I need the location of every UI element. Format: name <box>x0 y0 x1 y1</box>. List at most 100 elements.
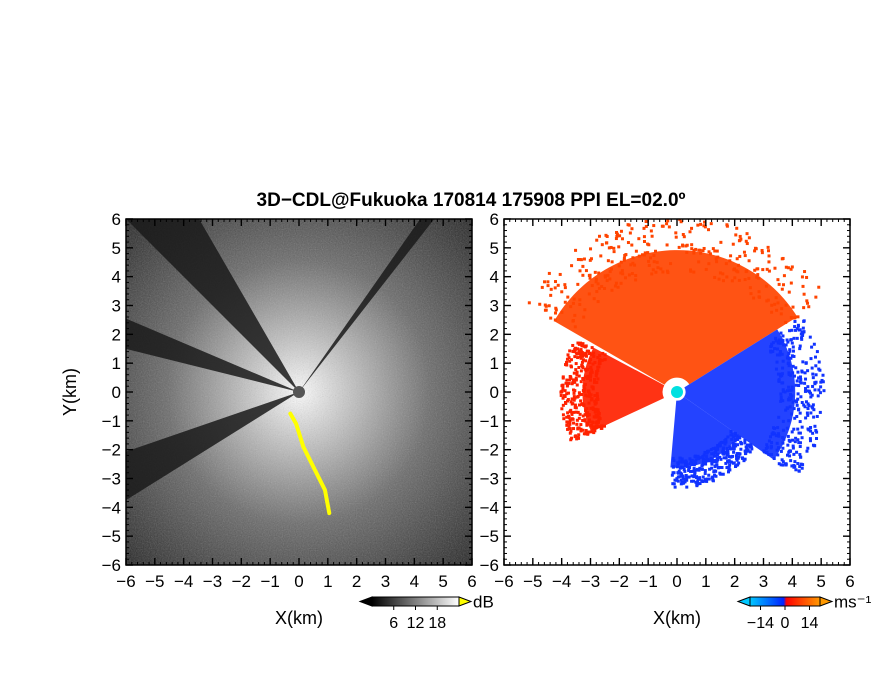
velocity-pixel <box>678 456 682 460</box>
velocity-pixel <box>685 250 689 254</box>
velocity-pixel <box>807 403 811 407</box>
velocity-pixel <box>795 450 799 454</box>
velocity-pixel <box>581 366 585 370</box>
velocity-pixel <box>729 430 733 434</box>
velocity-pixel <box>724 262 728 266</box>
velocity-pixel <box>788 454 792 458</box>
velocity-pixel <box>571 417 575 421</box>
velocity-pixel <box>775 448 779 452</box>
velocity-pixel <box>703 220 707 224</box>
velocity-pixel <box>683 480 687 484</box>
velocity-pixel <box>689 469 693 473</box>
velocity-pixel <box>738 254 742 258</box>
velocity-pixel <box>743 439 747 443</box>
velocity-pixel <box>781 366 785 370</box>
velocity-pixel <box>775 441 779 445</box>
reflectivity-ytick-label: 5 <box>112 239 121 258</box>
velocity-pixel <box>780 374 784 378</box>
velocity-pixel <box>797 384 801 388</box>
velocity-pixel <box>623 276 627 280</box>
velocity-pixel <box>707 473 711 477</box>
velocity-pixel <box>563 395 567 399</box>
velocity-pixel <box>571 349 575 353</box>
velocity-pixel <box>576 426 580 430</box>
velocity-pixel <box>712 452 716 456</box>
velocity-pixel <box>575 437 579 441</box>
velocity-pixel <box>786 434 790 438</box>
velocity-pixel <box>681 232 685 236</box>
velocity-pixel <box>609 245 613 249</box>
velocity-pixel <box>815 430 819 434</box>
velocity-pixel <box>790 385 794 389</box>
velocity-pixel <box>713 464 717 468</box>
velocity-pixel <box>791 400 795 404</box>
velocity-pixel <box>580 360 584 364</box>
velocity-pixel <box>775 353 779 357</box>
velocity-pixel <box>546 280 550 284</box>
velocity-pixel <box>776 372 780 376</box>
velocity-pixel <box>693 471 697 475</box>
velocity-pixel <box>594 374 598 378</box>
velocity-pixel <box>568 420 572 424</box>
velocity-pixel <box>570 411 574 415</box>
velocity-pixel <box>784 343 788 347</box>
velocity-pixel <box>692 251 696 255</box>
velocity-pixel <box>799 455 803 459</box>
velocity-pixel <box>585 411 589 415</box>
velocity-pixel <box>747 276 751 280</box>
velocity-pixel <box>584 431 588 435</box>
velocity-ytick-label: 6 <box>490 210 499 229</box>
velocity-pixel <box>586 376 590 380</box>
velocity-pixel <box>709 222 713 226</box>
velocity-pixel <box>587 273 591 277</box>
velocity-pixel <box>583 419 587 423</box>
velocity-pixel <box>610 288 614 292</box>
figure-title: 3D−CDL@Fukuoka 170814 175908 PPI EL=02.0… <box>257 190 686 211</box>
velocity-pixel <box>596 408 600 412</box>
velocity-pixel <box>725 275 729 279</box>
reflectivity-colorbar: 6 12 18 dB <box>358 593 494 632</box>
velocity-pixel <box>685 243 689 247</box>
velocity-pixel <box>781 388 785 392</box>
velocity-pixel <box>591 427 595 431</box>
velocity-pixel <box>808 439 812 443</box>
velocity-pixel <box>676 471 680 475</box>
velocity-pixel <box>791 345 795 349</box>
velocity-pixel <box>634 274 638 278</box>
velocity-pixel <box>626 241 630 245</box>
velocity-pixel <box>805 449 809 453</box>
velocity-pixel <box>743 278 747 282</box>
velocity-pixel <box>617 264 621 268</box>
velocity-pixel <box>732 450 736 454</box>
yellow-echo-trace <box>288 411 332 516</box>
velocity-pixel <box>553 311 557 315</box>
velocity-pixel <box>590 370 594 374</box>
velocity-pixel <box>579 399 583 403</box>
velocity-pixel <box>814 428 818 432</box>
velocity-pixel <box>582 384 586 388</box>
velocity-pixel <box>685 476 689 480</box>
velocity-pixel <box>642 235 646 239</box>
velocity-pixel <box>822 389 826 393</box>
velocity-pixel <box>594 372 598 376</box>
velocity-pixel <box>564 381 568 385</box>
velocity-pixel <box>696 482 700 486</box>
velocity-pixel <box>801 284 805 288</box>
velocity-pixel <box>800 369 804 373</box>
velocity-pixel <box>643 251 647 255</box>
velocity-pixel <box>622 256 626 260</box>
velocity-pixel <box>577 349 581 353</box>
velocity-pixel <box>540 285 544 289</box>
velocity-pixel <box>786 340 790 344</box>
velocity-pixel <box>599 426 603 430</box>
velocity-pixel <box>593 402 597 406</box>
velocity-pixel <box>566 398 570 402</box>
velocity-pixel <box>742 250 746 254</box>
velocity-pixel <box>715 456 719 460</box>
velocity-pixel <box>730 438 734 442</box>
velocity-pixel <box>565 415 569 419</box>
velocity-pixel <box>688 457 692 461</box>
velocity-pixel <box>724 456 728 460</box>
velocity-pixel <box>681 466 685 470</box>
velocity-pixel <box>713 454 717 458</box>
